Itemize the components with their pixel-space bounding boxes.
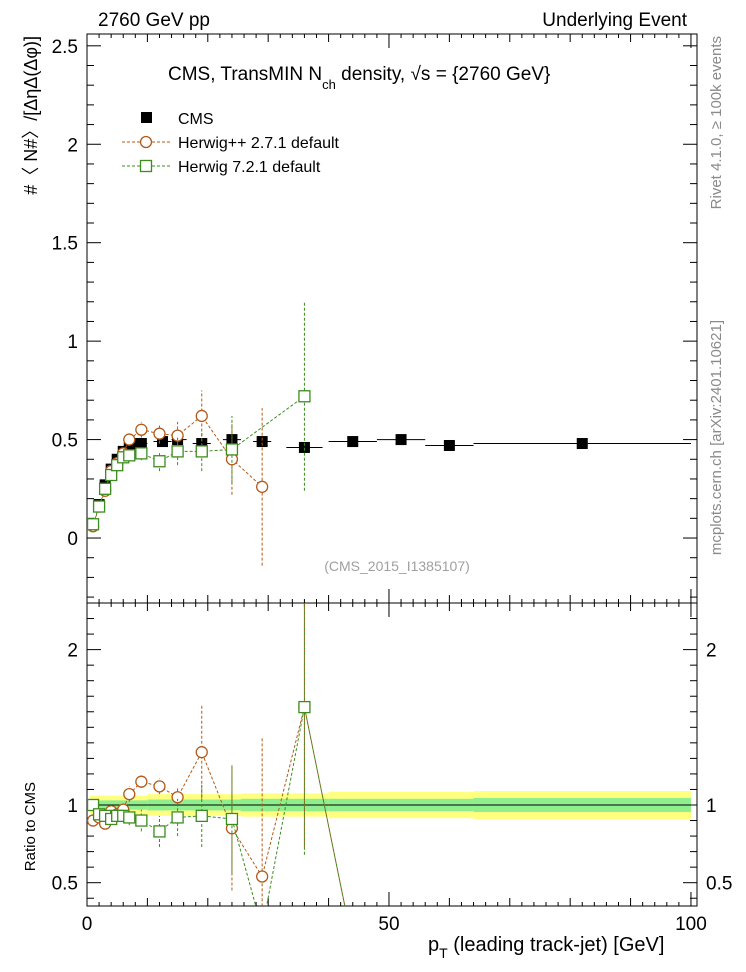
herwigpp-point bbox=[153, 427, 166, 440]
ratio-herwigpp-point bbox=[123, 787, 136, 801]
herwig7-point bbox=[171, 445, 184, 458]
ratio-herwigpp-line bbox=[92, 706, 346, 906]
main-y-tick-label: 0 bbox=[67, 529, 78, 550]
legend-herwig7-marker bbox=[139, 159, 153, 173]
x-tick-label: 0 bbox=[82, 914, 93, 935]
main-title: CMS, TransMIN Nch density, √s = {2760 Ge… bbox=[168, 64, 550, 92]
ratio-series-group bbox=[87, 603, 358, 950]
title-sqrt: √s bbox=[411, 64, 431, 85]
legend-herwig7-label: Herwig 7.2.1 default bbox=[178, 159, 321, 176]
legend-cms-label: CMS bbox=[178, 111, 214, 128]
herwig7-point bbox=[135, 447, 148, 460]
main-y-tick-label: 1.5 bbox=[52, 234, 78, 255]
ratio-herwig7-line bbox=[92, 707, 346, 906]
rivet-label: Rivet 4.1.0, ≥ 100k events bbox=[708, 36, 725, 209]
cms-point bbox=[347, 436, 359, 448]
ratio-y-tick-label-right: 2 bbox=[706, 641, 717, 662]
ratio-herwig7-point bbox=[298, 700, 311, 714]
main-ylabel: #〈 N#〉/[ΔηΔ(Δφ)] bbox=[21, 36, 41, 195]
chart-marks bbox=[87, 301, 691, 950]
ratio-ylabel: Ratio to CMS bbox=[22, 782, 39, 871]
analysis-watermark: (CMS_2015_I1385107) bbox=[324, 558, 470, 574]
ratio-y-tick-label-right: 1 bbox=[706, 796, 717, 817]
legend-herwigpp-marker bbox=[139, 135, 153, 149]
herwig7-point bbox=[298, 390, 311, 403]
legend-herwigpp-label: Herwig++ 2.7.1 default bbox=[178, 135, 340, 152]
main-y-tick-label: 2.5 bbox=[52, 37, 78, 58]
legend: CMS Herwig++ 2.7.1 default Herwig 7.2.1 … bbox=[122, 111, 340, 176]
header-left-label: 2760 GeV pp bbox=[98, 10, 210, 31]
ratio-herwig7-point bbox=[225, 812, 239, 826]
ratio-herwigpp-point bbox=[171, 791, 184, 804]
x-tick-label: 100 bbox=[675, 914, 707, 935]
ratio-y-tick-label: 1 bbox=[67, 796, 78, 817]
cms-point bbox=[443, 439, 455, 451]
ratio-herwigpp-point bbox=[153, 780, 166, 793]
ratio-herwigpp-point bbox=[135, 775, 148, 788]
cms-point bbox=[576, 438, 588, 450]
herwig7-point bbox=[92, 500, 106, 513]
herwig7-point bbox=[225, 443, 239, 456]
ratio-herwig7-point bbox=[347, 939, 358, 950]
ratio-herwig7-point bbox=[153, 825, 166, 838]
herwig7-point bbox=[123, 449, 136, 462]
ratio-frame bbox=[86, 602, 698, 907]
cms-point bbox=[256, 436, 268, 448]
mcplots-label: mcplots.cern.ch [arXiv:2401.10621] bbox=[708, 320, 725, 555]
x-axis-label: pT (leading track-jet) [GeV] bbox=[428, 934, 664, 961]
ratio-y-tick-label-right: 0.5 bbox=[706, 874, 732, 895]
main-series-group bbox=[87, 301, 691, 566]
header-right-label: Underlying Event bbox=[542, 10, 687, 31]
ratio-herwig7-point bbox=[257, 924, 268, 935]
herwigpp-point bbox=[135, 423, 148, 436]
ratio-herwig7-point bbox=[171, 811, 184, 824]
cms-point bbox=[135, 438, 147, 450]
ratio-y-tick-label: 2 bbox=[67, 641, 78, 662]
ratio-herwig7-point bbox=[195, 809, 208, 823]
main-y-tick-label: 1 bbox=[67, 332, 78, 353]
cms-point bbox=[156, 436, 168, 448]
main-y-tick-label: 2 bbox=[67, 135, 78, 156]
herwigpp-point bbox=[255, 480, 269, 493]
title-mid: density, bbox=[336, 64, 411, 85]
main-y-tick-label: 0.5 bbox=[52, 431, 78, 452]
ratio-herwigpp-point bbox=[347, 939, 358, 950]
x-label-sub: T bbox=[439, 945, 448, 961]
ratio-herwigpp-point bbox=[195, 746, 208, 759]
ratio-herwigpp-point bbox=[255, 870, 269, 883]
ratio-plot-area: 0 50 100 0.5 0.5 1 1 2 2 bbox=[52, 602, 732, 935]
cms-point bbox=[395, 434, 407, 446]
title-suffix: = {2760 GeV} bbox=[430, 64, 550, 85]
herwig7-point bbox=[98, 482, 112, 495]
ratio-herwig7-point bbox=[123, 811, 136, 824]
ratio-herwig7-point bbox=[135, 814, 148, 827]
herwig7-point bbox=[195, 445, 208, 458]
x-label-p: p bbox=[428, 934, 439, 956]
herwig7-point bbox=[153, 455, 166, 468]
title-sub: ch bbox=[322, 77, 336, 92]
cms-point bbox=[298, 441, 310, 453]
herwigpp-point bbox=[123, 433, 136, 446]
ratio-y-tick-label: 0.5 bbox=[52, 874, 78, 895]
herwig7-point bbox=[87, 518, 100, 531]
herwigpp-point bbox=[171, 429, 184, 442]
cms-point bbox=[129, 438, 141, 450]
herwigpp-point bbox=[195, 409, 208, 423]
x-tick-label: 50 bbox=[378, 914, 399, 935]
title-prefix: CMS, TransMIN N bbox=[168, 64, 322, 85]
legend-cms-marker bbox=[141, 112, 152, 123]
x-label-rest: (leading track-jet) [GeV] bbox=[448, 934, 665, 956]
